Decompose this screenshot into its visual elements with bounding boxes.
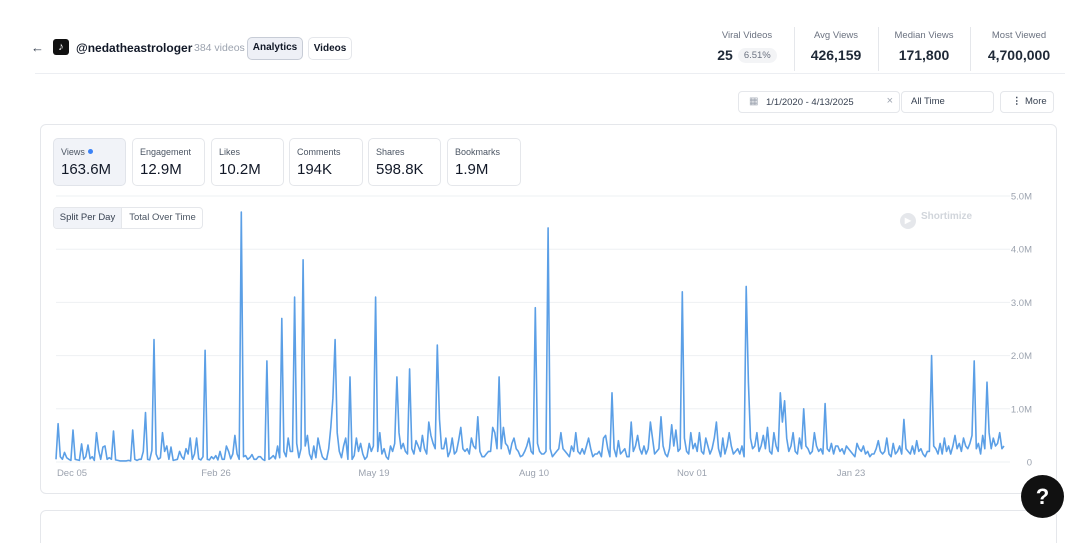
calendar-icon: ▦ <box>749 96 759 107</box>
x-tick-label: Nov 01 <box>677 468 707 479</box>
metric-card-engagement[interactable]: Engagement 12.9M <box>132 138 205 186</box>
y-tick-label: 0 <box>1027 458 1032 469</box>
metric-card-shares[interactable]: Shares 598.8K <box>368 138 441 186</box>
stat-avg-views: Avg Views 426,159 <box>800 30 872 63</box>
x-tick-label: May 19 <box>358 468 389 479</box>
y-tick-label: 4.0M <box>1011 245 1032 256</box>
stat-median-views: Median Views 171,800 <box>884 30 964 63</box>
help-button[interactable]: ? <box>1021 475 1064 518</box>
y-tick-label: 3.0M <box>1011 298 1032 309</box>
viral-percent-badge: 6.51% <box>737 48 777 63</box>
stat-label: Viral Videos <box>721 30 773 41</box>
metric-label: Bookmarks <box>455 147 501 157</box>
y-tick-label: 2.0M <box>1011 351 1032 362</box>
period-select[interactable]: All Time <box>901 91 994 113</box>
tab-videos[interactable]: Videos <box>308 37 352 60</box>
video-count: 384 videos <box>194 42 245 54</box>
watermark: ▶ Shortimize <box>900 211 972 229</box>
stat-value: 25 6.51% <box>711 47 783 63</box>
y-tick-label: 5.0M <box>1011 192 1032 203</box>
more-label: More <box>1025 96 1047 107</box>
metric-value: 194K <box>297 161 333 178</box>
clear-icon[interactable]: × <box>886 95 893 107</box>
metric-value: 1.9M <box>455 161 489 178</box>
viral-count: 25 <box>717 47 733 63</box>
metric-label: Comments <box>297 147 341 157</box>
tab-analytics[interactable]: Analytics <box>247 37 303 60</box>
date-range-picker[interactable]: ▦ 1/1/2020 - 4/13/2025 × <box>738 91 900 113</box>
more-vertical-icon: ⋮ <box>1012 96 1022 107</box>
x-tick-label: Aug 10 <box>519 468 549 479</box>
watermark-text: Shortimize <box>921 211 973 222</box>
stat-label: Most Viewed <box>991 30 1047 41</box>
metric-value: 12.9M <box>140 161 182 178</box>
divider <box>878 27 879 71</box>
stat-label: Avg Views <box>813 30 858 41</box>
active-dot-icon <box>87 149 93 154</box>
stat-value: 171,800 <box>898 47 950 63</box>
account-handle: @nedatheastrologer <box>76 41 193 55</box>
divider <box>794 27 795 71</box>
x-tick-label: Jan 23 <box>837 468 866 479</box>
more-button[interactable]: ⋮ More <box>1000 91 1054 113</box>
metric-value: 10.2M <box>219 161 261 178</box>
metric-card-comments[interactable]: Comments 194K <box>289 138 363 186</box>
x-tick-label: Feb 26 <box>201 468 231 479</box>
metric-value: 598.8K <box>376 161 424 178</box>
date-range-text: 1/1/2020 - 4/13/2025 <box>766 97 854 108</box>
metric-value: 163.6M <box>61 161 112 178</box>
shortimize-logo-icon: ▶ <box>900 213 916 229</box>
stat-value: 4,700,000 <box>987 47 1051 63</box>
metric-card-views[interactable]: Views 163.6M <box>53 138 126 186</box>
divider <box>970 27 971 71</box>
metric-label: Likes <box>219 147 241 157</box>
x-tick-label: Dec 05 <box>57 468 87 479</box>
back-arrow-icon[interactable]: ← <box>31 40 44 55</box>
y-tick-label: 1.0M <box>1011 404 1032 415</box>
metric-label: Views <box>61 147 93 157</box>
page-header: ← ♪ @nedatheastrologer 384 videos Analyt… <box>0 0 1080 74</box>
metric-card-bookmarks[interactable]: Bookmarks 1.9M <box>447 138 521 186</box>
split-per-day-button[interactable]: Split Per Day <box>54 208 121 228</box>
series-line-views <box>55 211 1005 462</box>
metric-card-likes[interactable]: Likes 10.2M <box>211 138 284 186</box>
metric-label: Shares <box>376 147 405 157</box>
secondary-panel <box>40 510 1057 543</box>
stat-label: Median Views <box>894 30 954 41</box>
stat-most-viewed: Most Viewed 4,700,000 <box>980 30 1058 63</box>
tiktok-icon: ♪ <box>53 39 69 55</box>
stat-value: 426,159 <box>810 47 862 63</box>
stat-viral-videos: Viral Videos 25 6.51% <box>711 30 783 63</box>
total-over-time-button[interactable]: Total Over Time <box>121 208 202 228</box>
header-divider <box>35 73 1065 74</box>
view-mode-toggle: Split Per Day Total Over Time <box>53 207 203 229</box>
metric-label: Engagement <box>140 147 192 157</box>
